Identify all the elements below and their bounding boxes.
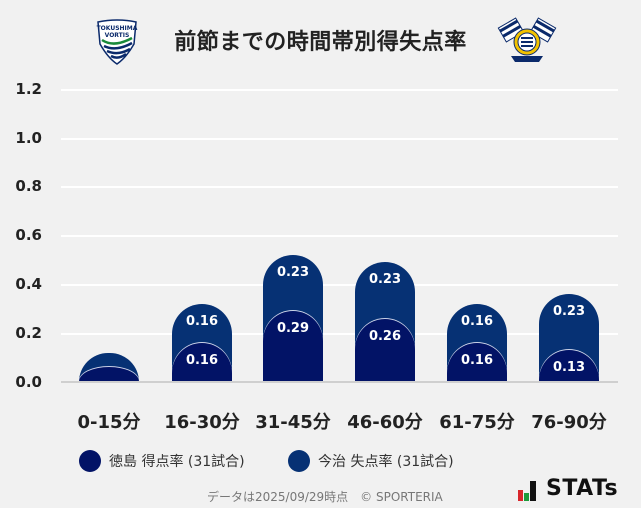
x-label: 0-15分 xyxy=(77,412,141,433)
y-tick: 0.4 xyxy=(15,275,42,293)
fc-imabari-logo xyxy=(497,16,557,66)
bar-home-segment xyxy=(79,367,139,382)
value-label-home: 0.26 xyxy=(368,328,402,344)
gridline xyxy=(61,89,618,91)
x-axis-baseline xyxy=(61,381,618,383)
legend-item-away: 今治 失点率 (31試合) xyxy=(288,450,454,472)
bar-group: 0.23 0.29 xyxy=(263,255,323,382)
value-label-away: 0.16 xyxy=(460,313,494,329)
gridline xyxy=(61,284,618,286)
value-label-away: 0.23 xyxy=(552,304,586,320)
bar-group: 0.23 0.13 xyxy=(539,294,599,382)
bar-group: 0.16 0.16 xyxy=(447,303,507,382)
gridline xyxy=(61,333,618,335)
legend-label: 徳島 得点率 (31試合) xyxy=(109,454,245,470)
legend-label: 今治 失点率 (31試合) xyxy=(318,454,454,470)
value-label-away: 0.16 xyxy=(185,313,219,329)
x-label: 76-90分 xyxy=(531,412,607,433)
x-label: 46-60分 xyxy=(347,412,423,433)
x-label: 61-75分 xyxy=(439,412,515,433)
value-label-away: 0.23 xyxy=(368,272,402,288)
legend-dot-icon xyxy=(79,450,101,472)
x-label: 16-30分 xyxy=(164,412,240,433)
value-label-home: 0.13 xyxy=(552,360,586,376)
x-label: 31-45分 xyxy=(255,412,331,433)
bar-group xyxy=(79,352,139,382)
bar-group: 0.16 0.16 xyxy=(172,303,232,382)
tokushima-vortis-logo: TOKUSHIMA VORTIS xyxy=(96,18,138,66)
y-tick: 0.6 xyxy=(15,226,42,244)
value-label-home: 0.16 xyxy=(460,352,494,368)
svg-text:VORTIS: VORTIS xyxy=(105,32,130,39)
stats-logo-text: STATs xyxy=(546,476,619,501)
value-label-away: 0.23 xyxy=(276,265,310,281)
value-label-home: 0.16 xyxy=(185,352,219,368)
y-tick: 0.0 xyxy=(15,373,42,391)
y-tick: 0.2 xyxy=(15,324,42,342)
gridline xyxy=(61,138,618,140)
y-tick: 1.2 xyxy=(15,80,42,98)
stats-bars-icon xyxy=(518,481,536,501)
y-tick: 1.0 xyxy=(15,129,42,147)
stats-brand: STATs xyxy=(518,476,618,501)
chart-title: 前節までの時間帯別得失点率 xyxy=(174,30,467,55)
bar-home-segment xyxy=(263,311,323,382)
data-source-note: データは2025/09/29時点 © SPORTERIA xyxy=(207,490,443,504)
svg-text:TOKUSHIMA: TOKUSHIMA xyxy=(97,25,138,32)
bar-group: 0.23 0.26 xyxy=(355,262,415,382)
gridline xyxy=(61,186,618,188)
value-label-home: 0.29 xyxy=(276,321,310,337)
legend-item-home: 徳島 得点率 (31試合) xyxy=(79,450,245,472)
bar-home-segment xyxy=(355,318,415,382)
legend-dot-icon xyxy=(288,450,310,472)
y-tick: 0.8 xyxy=(15,177,42,195)
gridline xyxy=(61,235,618,237)
